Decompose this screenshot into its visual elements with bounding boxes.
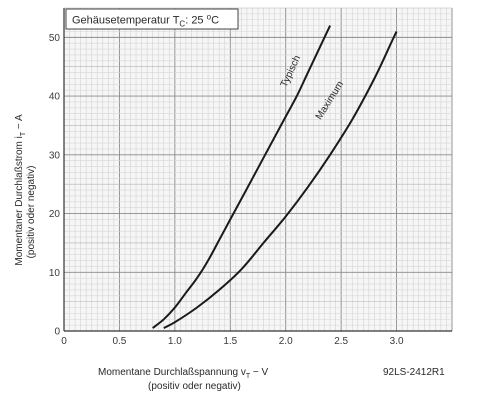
figure-code: 92LS-2412R1 bbox=[383, 367, 445, 378]
chart-title: Gehäusetemperatur TC: 25 oC bbox=[65, 8, 239, 30]
y-tick-label: 50 bbox=[49, 33, 61, 44]
series-line-maximum bbox=[163, 31, 398, 329]
series-line-typisch bbox=[152, 25, 331, 329]
x-tick-label: 1.0 bbox=[168, 336, 182, 347]
y-tick-label: 10 bbox=[49, 268, 61, 279]
svg-text:Momentane Durchlaßspannung vT: Momentane Durchlaßspannung vT − V bbox=[98, 367, 269, 380]
y-tick-label: 40 bbox=[49, 92, 61, 103]
grid bbox=[63, 7, 453, 332]
x-axis-label: Momentane Durchlaßspannung vT − V (posit… bbox=[98, 367, 269, 392]
title-unit-sup: o bbox=[207, 13, 212, 22]
ylabel-sub: T bbox=[20, 131, 27, 136]
ylabel-main: Momentaner Durchlaßstrom i bbox=[14, 136, 25, 265]
y-axis-label: Momentaner Durchlaßstrom iT − A (positiv… bbox=[14, 114, 37, 266]
y-tick-label: 0 bbox=[54, 327, 60, 338]
x-tick-label: 1.5 bbox=[223, 336, 237, 347]
svg-text:Momentaner Durchlaßstrom iT −: Momentaner Durchlaßstrom iT − A bbox=[14, 114, 27, 266]
xlabel-line2: (positiv oder negativ) bbox=[148, 381, 241, 392]
y-tick-label: 20 bbox=[49, 209, 61, 220]
x-tick-label: 3.0 bbox=[390, 336, 404, 347]
title-box bbox=[65, 8, 239, 30]
xlabel-suffix: − V bbox=[250, 367, 268, 378]
svg-text:Gehäusetemperatur TC: 25 oC: Gehäusetemperatur TC: 25 oC bbox=[72, 13, 219, 29]
y-tick-label: 30 bbox=[49, 150, 61, 161]
xlabel-main: Momentane Durchlaßspannung v bbox=[98, 367, 246, 378]
ylabel-suffix: − A bbox=[14, 114, 25, 132]
title-prefix: Gehäusetemperatur T bbox=[72, 15, 180, 27]
title-sub: C bbox=[179, 20, 185, 29]
xlabel-sub: T bbox=[246, 373, 251, 380]
x-tick-label: 2.5 bbox=[334, 336, 348, 347]
tick-labels: 0 0.5 1.0 1.5 2.0 2.5 3.0 0 10 20 30 40 50 bbox=[49, 33, 404, 347]
title-unit: C bbox=[211, 15, 219, 27]
ylabel-line2: (positiv oder negativ) bbox=[26, 166, 37, 259]
title-suffix: : 25 bbox=[185, 15, 206, 27]
x-tick-label: 0.5 bbox=[112, 336, 126, 347]
axes bbox=[63, 8, 452, 332]
x-tick-label: 2.0 bbox=[279, 336, 293, 347]
x-tick-label: 0 bbox=[61, 336, 67, 347]
series-group bbox=[152, 25, 398, 329]
